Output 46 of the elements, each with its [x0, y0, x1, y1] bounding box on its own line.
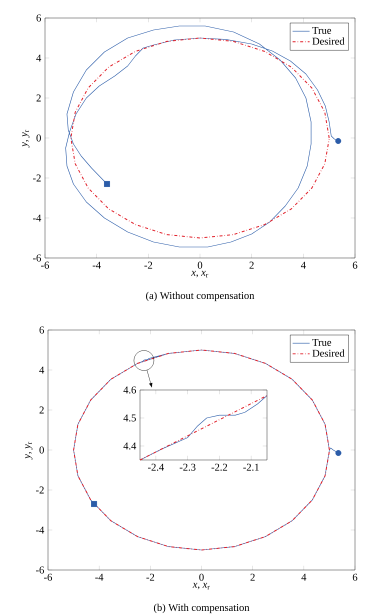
x-tick-label: 6 [352, 574, 358, 581]
text: (b) With compensation [154, 604, 250, 614]
x-tick-label: 4 [300, 262, 306, 269]
line-series [140, 395, 268, 460]
y-tick-label: 2 [40, 406, 44, 414]
x-tick-label: -2.3 [180, 464, 196, 471]
x-tick-label: -4 [95, 574, 104, 581]
x-tick-label: -2 [144, 262, 152, 269]
y-tick-label: 4.5 [123, 414, 136, 422]
y-tick-label: 0 [39, 446, 44, 454]
legend-label: True [312, 338, 332, 346]
x-tick-label: -4 [92, 262, 101, 269]
y-tick-label: 4.4 [123, 442, 136, 450]
point [335, 450, 342, 456]
y-tick-label: 6 [40, 326, 44, 334]
y-tick-label: -6 [32, 254, 42, 262]
y-tick-label: 4.6 [123, 386, 136, 394]
x-tick-label: -2 [146, 574, 154, 581]
text: (a) Without compensation [146, 292, 254, 302]
x-tick-label: -2.1 [243, 464, 259, 471]
y-tick-label: 4 [36, 54, 42, 62]
y-tick-label: 4 [39, 366, 44, 374]
x-tick-label: 0 [199, 574, 204, 581]
y-axis-title: y, y$_{r}$ [22, 130, 30, 148]
y-tick-label: 0 [36, 134, 41, 142]
x-tick-label: -2.4 [148, 464, 164, 471]
y-tick-label: 6 [36, 14, 42, 22]
legend-label: Desired [312, 37, 344, 45]
x-tick-label: 0 [198, 262, 202, 269]
x-axis-title: x, x$_{r}$ [192, 582, 210, 590]
x-tick-label: 2 [250, 574, 255, 581]
y-axis-title: y, y$_{r}$ [25, 442, 32, 460]
y-tick-label: -2 [36, 486, 44, 494]
point [91, 501, 98, 507]
x-axis-title: x, x$_{r}$ [191, 270, 208, 278]
x-tick-label: -2.2 [211, 464, 228, 471]
legend-label: Desired [312, 349, 345, 357]
y-tick-label: -6 [36, 566, 44, 574]
legend-label: True [312, 26, 332, 34]
x-tick-label: 4 [301, 574, 306, 581]
x-tick-label: 6 [352, 262, 358, 269]
y-tick-label: 2 [36, 94, 41, 102]
y-tick-label: -4 [32, 214, 42, 222]
x-tick-label: 2 [250, 262, 254, 269]
y-tick-label: -2 [32, 174, 41, 182]
y-tick-label: -4 [36, 526, 44, 534]
